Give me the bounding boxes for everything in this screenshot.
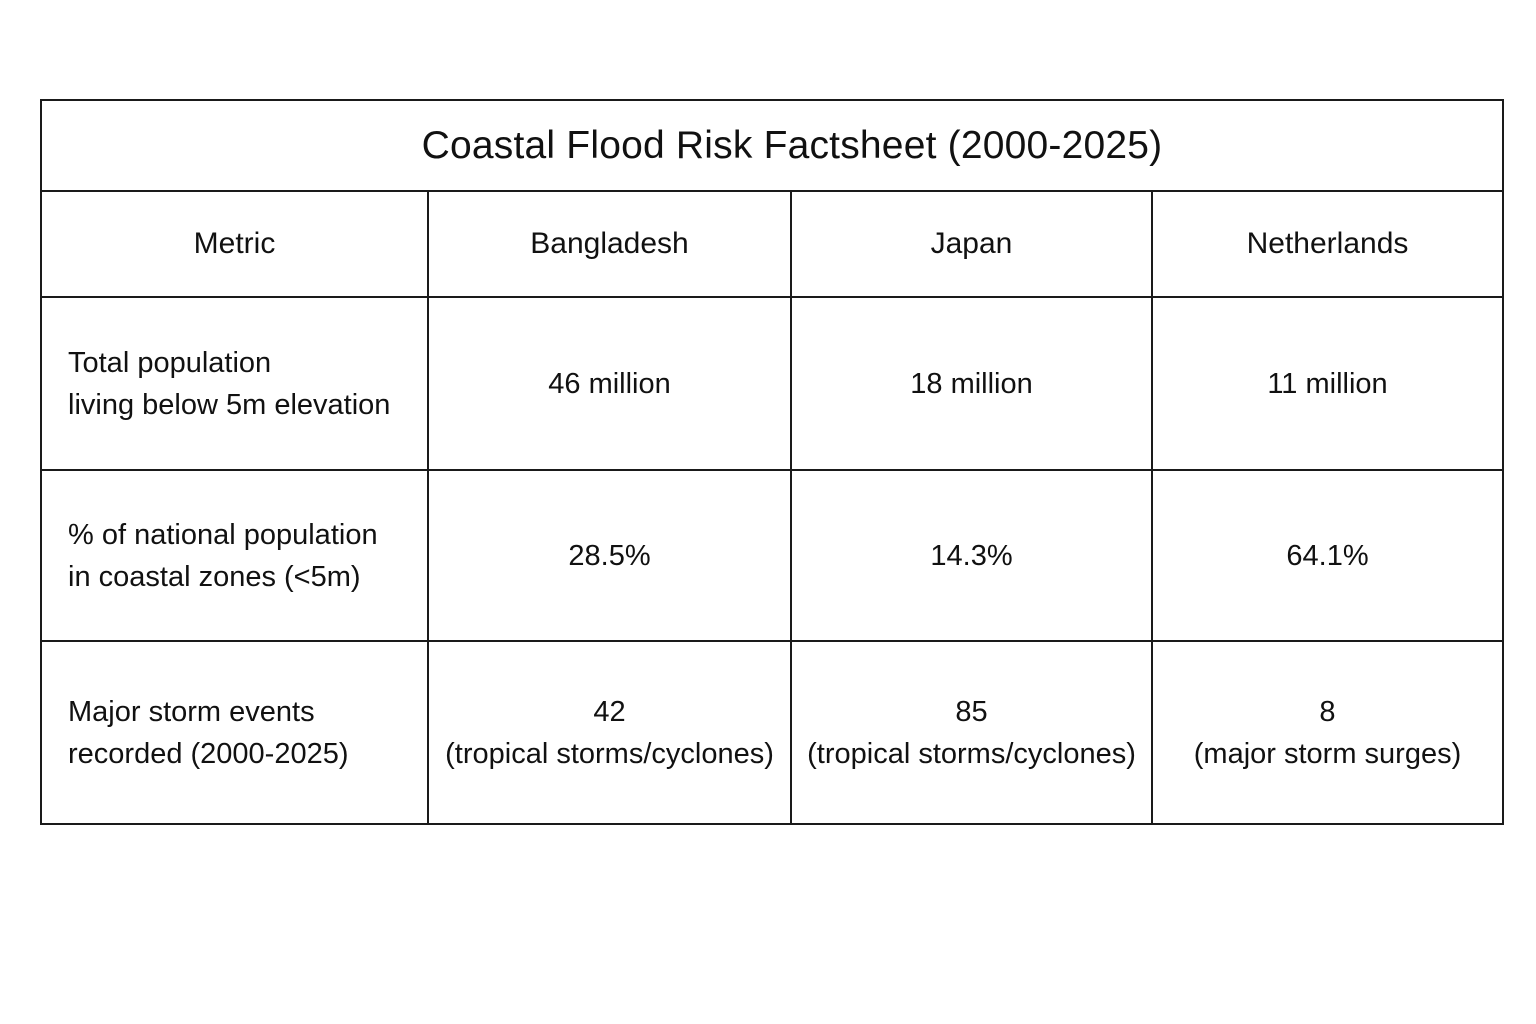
metric-label-line: Major storm events (68, 696, 315, 728)
table-row: % of national population in coastal zone… (42, 470, 1502, 642)
value-note: (tropical storms/cyclones) (445, 738, 774, 770)
value-main: 18 million (910, 367, 1033, 400)
metric-label-line: in coastal zones (<5m) (68, 560, 361, 593)
value-note: (tropical storms/cyclones) (807, 738, 1136, 770)
value-main: 46 million (548, 367, 671, 400)
value-cell-netherlands: 64.1% (1152, 470, 1502, 642)
value-cell-japan: 85 (tropical storms/cyclones) (791, 641, 1153, 824)
value-cell-netherlands: 11 million (1152, 297, 1502, 471)
value-main: 14.3% (930, 539, 1013, 572)
metric-cell: % of national population in coastal zone… (42, 470, 429, 642)
metric-cell: Major storm events recorded (2000-2025) (42, 641, 429, 824)
value-cell-bangladesh: 42 (tropical storms/cyclones) (428, 641, 792, 824)
value-main: 64.1% (1286, 539, 1369, 572)
value-cell-japan: 18 million (791, 297, 1153, 471)
value-main: 85 (955, 696, 988, 728)
header-row: Metric Bangladesh Japan Netherlands (42, 192, 1502, 298)
table-row: Total population living below 5m elevati… (42, 297, 1502, 471)
title-row: Coastal Flood Risk Factsheet (2000-2025) (42, 101, 1502, 192)
value-cell-bangladesh: 46 million (428, 297, 792, 471)
factsheet-table-container: Coastal Flood Risk Factsheet (2000-2025)… (40, 99, 1504, 825)
column-header-bangladesh: Bangladesh (428, 192, 792, 298)
column-header-metric: Metric (42, 192, 429, 298)
metric-label-line: recorded (2000-2025) (68, 738, 349, 770)
metric-label-line: % of national population (68, 518, 378, 551)
factsheet-table: Metric Bangladesh Japan Netherlands Tota… (42, 192, 1502, 824)
metric-label-line: living below 5m elevation (68, 388, 391, 421)
value-cell-netherlands: 8 (major storm surges) (1152, 641, 1502, 824)
value-main: 42 (593, 696, 626, 728)
metric-cell: Total population living below 5m elevati… (42, 297, 429, 471)
value-cell-japan: 14.3% (791, 470, 1153, 642)
value-note: (major storm surges) (1193, 738, 1462, 770)
table-row: Major storm events recorded (2000-2025) … (42, 641, 1502, 824)
value-main: 28.5% (568, 539, 651, 572)
column-header-netherlands: Netherlands (1152, 192, 1502, 298)
metric-label-line: Total population (68, 346, 272, 379)
factsheet-title: Coastal Flood Risk Factsheet (2000-2025) (421, 123, 1163, 167)
value-main: 8 (1319, 696, 1336, 728)
column-header-japan: Japan (791, 192, 1153, 298)
value-main: 11 million (1267, 367, 1388, 400)
value-cell-bangladesh: 28.5% (428, 470, 792, 642)
